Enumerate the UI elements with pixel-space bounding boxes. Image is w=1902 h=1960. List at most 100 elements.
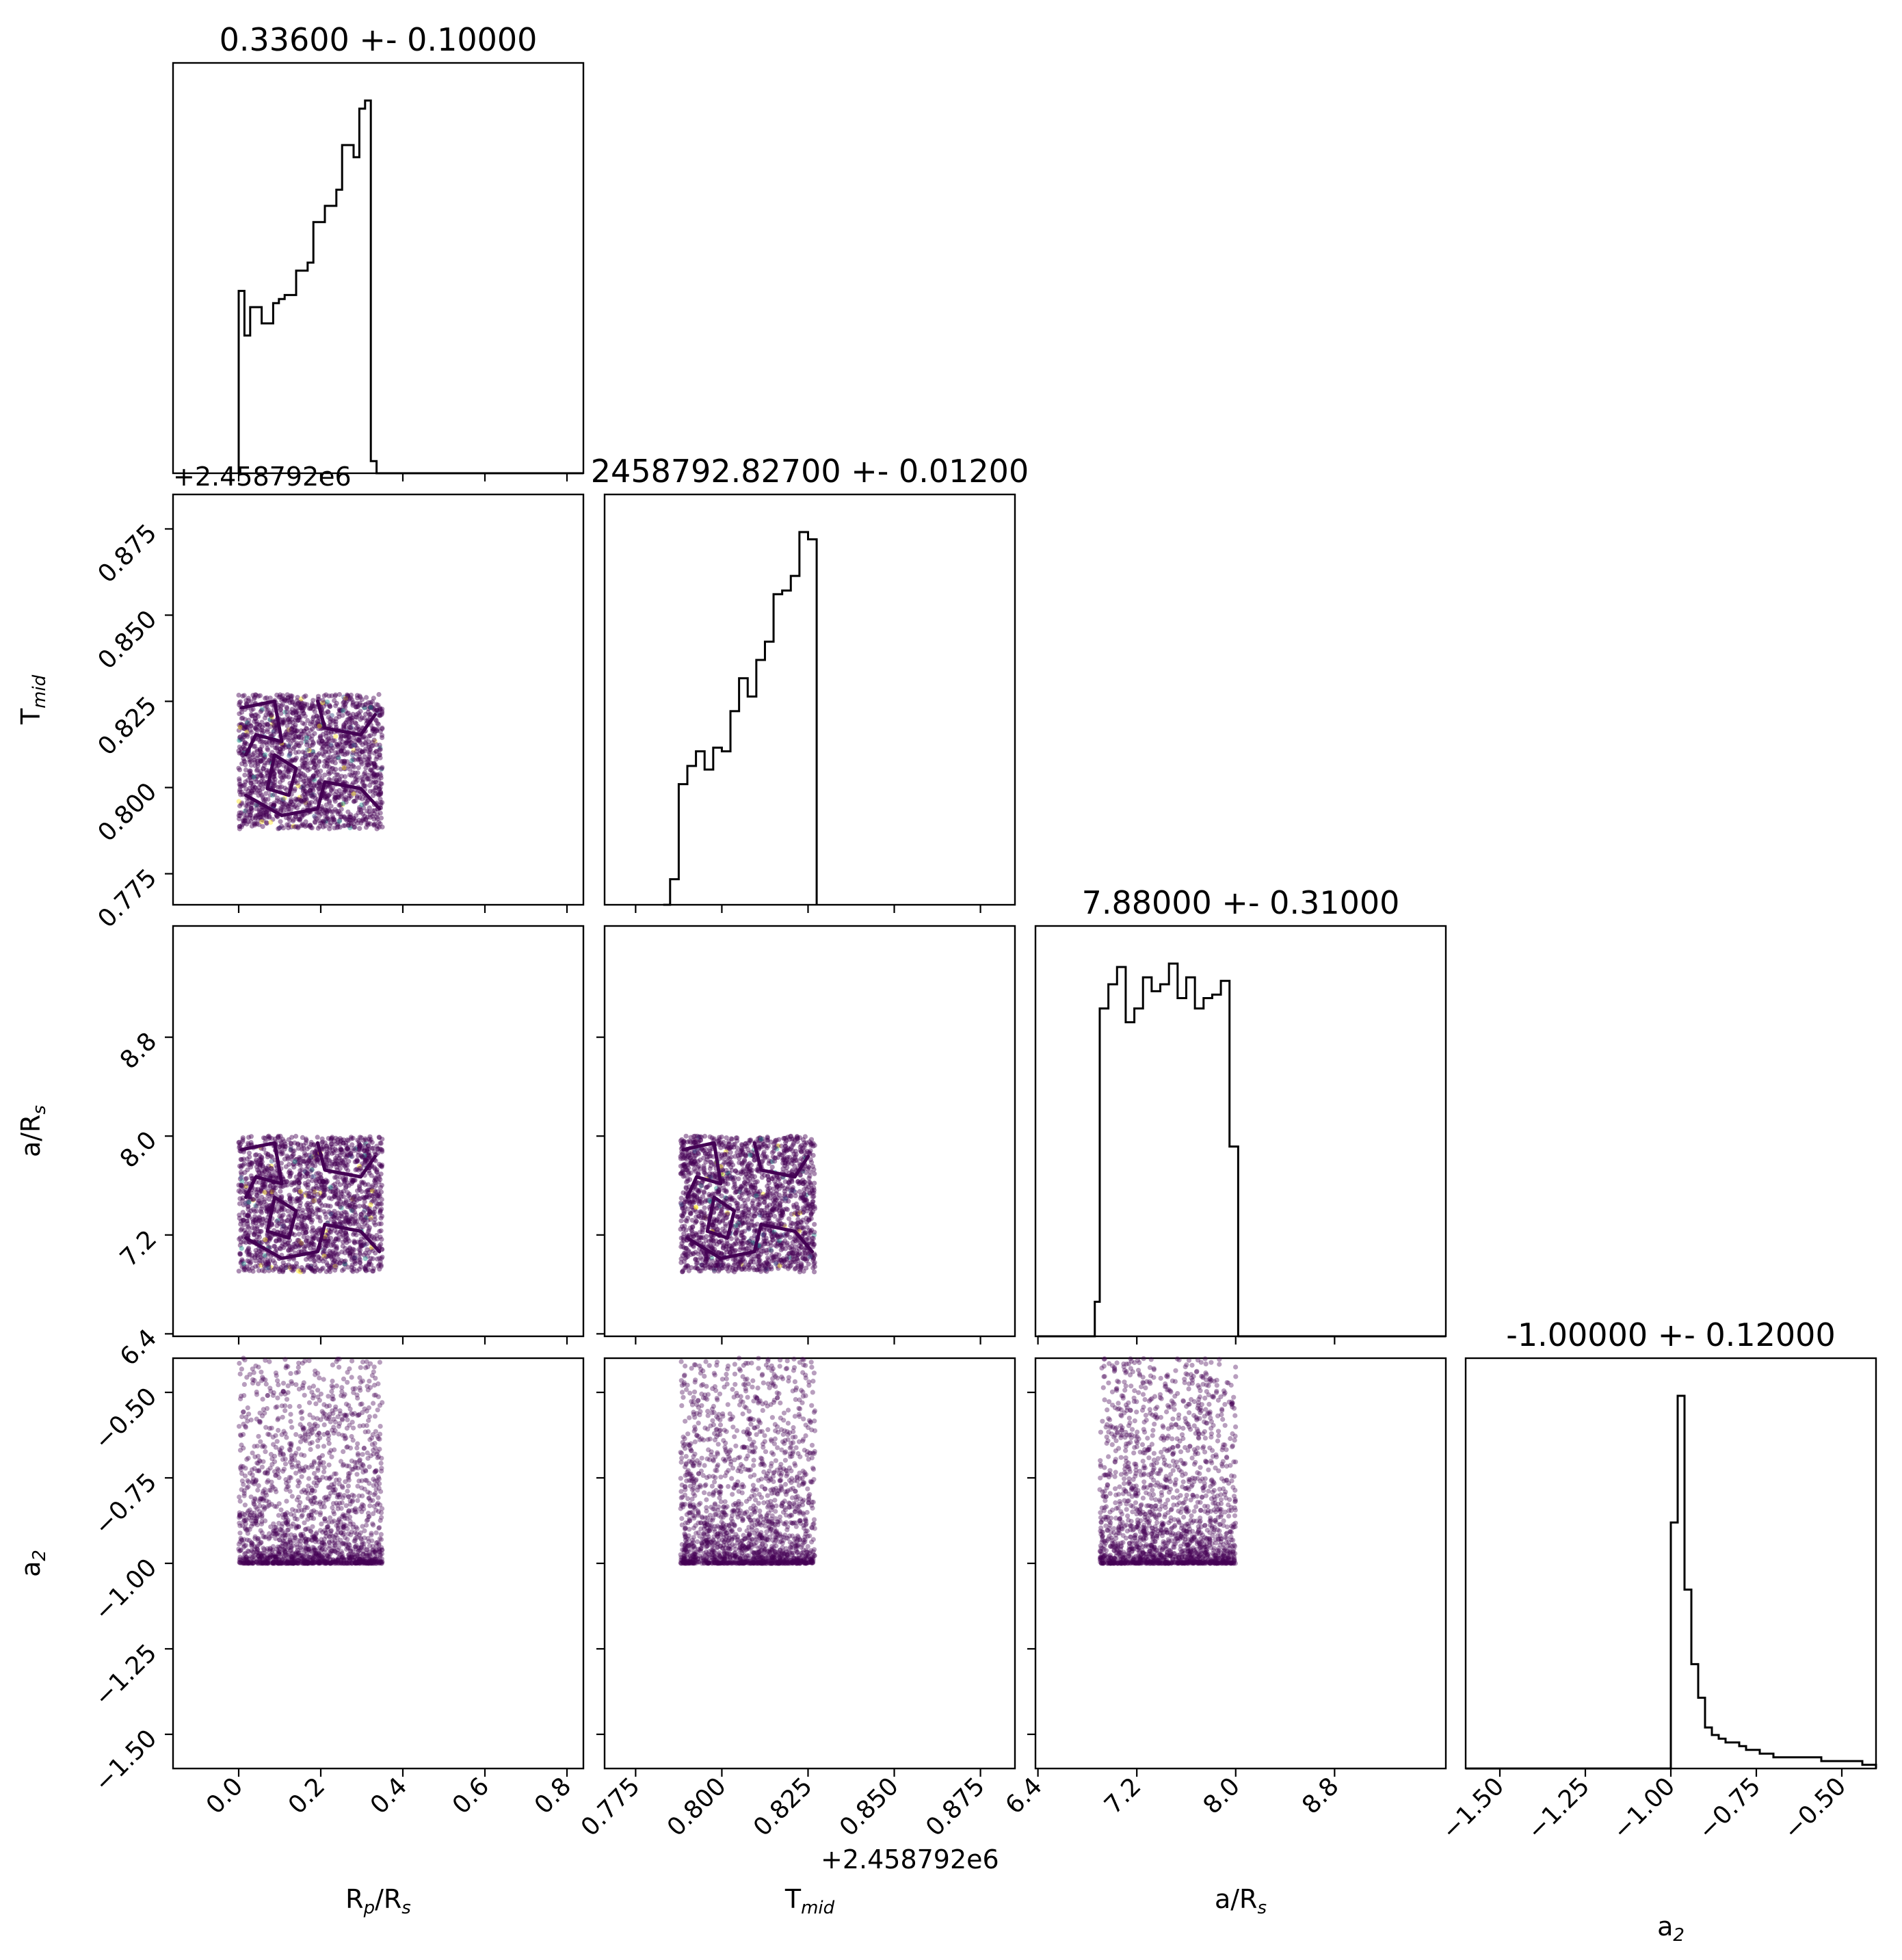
scatter-point [282, 785, 288, 791]
scatter-point [241, 819, 246, 824]
scatter-point [360, 777, 366, 782]
scatter-point [311, 749, 316, 755]
scatter-point [271, 1187, 276, 1193]
scatter-point [364, 1194, 369, 1200]
scatter-point [240, 715, 246, 721]
scatter-point [259, 815, 264, 820]
scatter-point [252, 821, 257, 826]
scatter-point [366, 763, 371, 768]
scatter-point [353, 739, 358, 744]
scatter-point [237, 744, 242, 750]
scatter-point [286, 737, 291, 743]
scatter-point [333, 795, 339, 800]
scatter-point [365, 756, 371, 762]
scatter-point [358, 1239, 364, 1245]
scatter-point [237, 784, 243, 789]
scatter-point [337, 1141, 343, 1147]
scatter-point [350, 763, 356, 769]
scatter-point [311, 706, 316, 712]
scatter-point [240, 1163, 246, 1168]
scatter-point [241, 732, 246, 737]
scatter-point [352, 791, 357, 796]
scatter-point [347, 1245, 352, 1251]
scatter-point [295, 717, 301, 723]
scatter-point [242, 1213, 248, 1218]
scatter-point [317, 809, 322, 815]
scatter-point [341, 823, 346, 829]
scatter-point [249, 799, 254, 805]
scatter-point [271, 732, 276, 737]
scatter-point [784, 1165, 790, 1170]
scatter-point [352, 1240, 358, 1245]
scatter-point [322, 1187, 328, 1193]
scatter-point [243, 698, 249, 703]
scatter-point [376, 783, 382, 789]
scatter-point [287, 736, 292, 741]
scatter-point [358, 695, 363, 700]
scatter-point [357, 1257, 363, 1262]
hist-title-0: 0.33600 +- 0.10000 [220, 21, 538, 58]
scatter-point [292, 1140, 298, 1145]
scatter-point [238, 1169, 243, 1175]
scatter-point [329, 817, 334, 822]
scatter-point [289, 730, 295, 735]
scatter-point [267, 717, 273, 723]
scatter-point [343, 708, 349, 714]
scatter-point [323, 791, 328, 796]
scatter-point [271, 803, 276, 808]
scatter-point [348, 743, 354, 749]
scatter-point [276, 799, 282, 805]
hist-panel-2: 7.88000 +- 0.31000 [1034, 884, 1447, 1338]
scatter-point [239, 746, 244, 752]
scatter-point [358, 708, 363, 714]
scatter-point [367, 747, 373, 753]
scatter-point [341, 1259, 347, 1264]
scatter-point [303, 753, 308, 758]
scatter-point [282, 800, 287, 806]
scatter-point [344, 817, 349, 823]
scatter-point [253, 815, 259, 820]
scatter-point [294, 708, 300, 714]
scatter-point [309, 737, 315, 742]
scatter-point [287, 1162, 292, 1167]
scatter-point [339, 734, 344, 740]
scatter-point [258, 758, 263, 764]
scatter-point [259, 719, 265, 725]
scatter-point [323, 749, 328, 754]
scatter-point [306, 731, 311, 737]
scatter-point [305, 717, 311, 724]
scatter-point [360, 750, 366, 755]
scatter-point [321, 693, 327, 699]
scatter-point [252, 716, 258, 721]
scatter-point [312, 731, 317, 737]
scatter-point [734, 1236, 739, 1241]
scatter-point [311, 1209, 316, 1215]
scatter-point [360, 817, 366, 822]
scatter-point [332, 693, 338, 699]
scatter-point [340, 745, 345, 751]
scatter-point [239, 736, 244, 742]
scatter-point [353, 704, 359, 710]
scatter-point [301, 703, 306, 708]
scatter-point [288, 799, 293, 804]
scatter-point [366, 706, 371, 711]
scatter-point [339, 1147, 344, 1152]
scatter-point [278, 797, 284, 802]
scatter-point [267, 757, 272, 763]
scatter-point [237, 826, 242, 832]
scatter-point [376, 1221, 382, 1227]
scatter-point [237, 782, 242, 787]
scatter-point [316, 724, 321, 729]
scatter-point [308, 728, 313, 733]
scatter-point [315, 1135, 320, 1140]
scatter-point [244, 727, 250, 732]
scatter-point [274, 766, 280, 771]
scatter-point [318, 735, 323, 741]
scatter-point [237, 1236, 242, 1242]
scatter-point [262, 715, 267, 721]
scatter-point [283, 773, 289, 779]
scatter-point [324, 795, 330, 800]
scatter-point [298, 777, 303, 782]
scatter-point [354, 795, 360, 800]
scatter-point [310, 775, 315, 781]
